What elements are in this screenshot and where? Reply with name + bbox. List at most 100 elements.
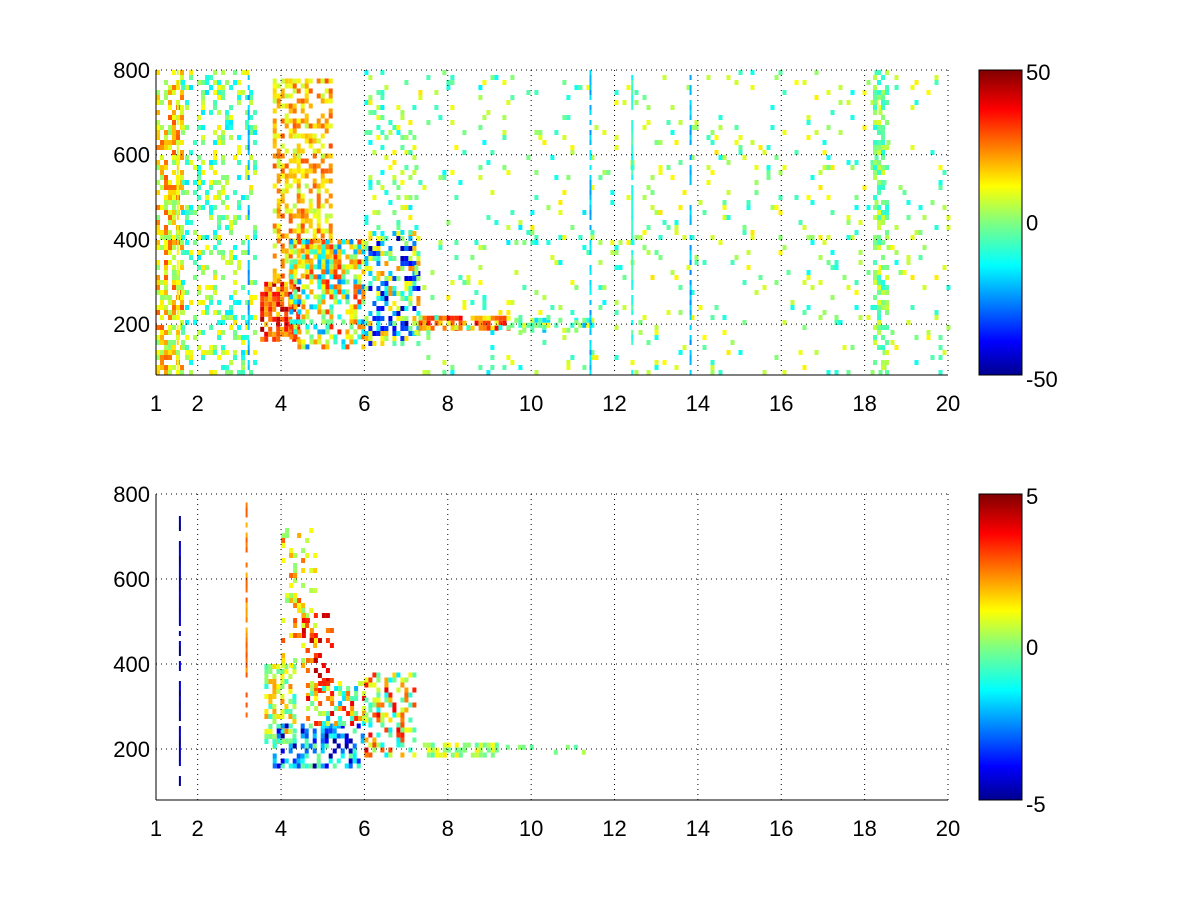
heatmap-cell	[510, 322, 515, 328]
heatmap-stripe-cell	[689, 310, 692, 315]
heatmap-cell	[478, 175, 483, 180]
heatmap-cell	[337, 264, 342, 270]
heatmap-cell	[934, 310, 939, 315]
heatmap-cell	[229, 255, 233, 260]
heatmap-cell	[388, 727, 393, 733]
heatmap-cell	[333, 274, 338, 280]
heatmap-stripe-cell	[689, 155, 692, 160]
heatmap-stripe-cell	[176, 335, 179, 340]
heatmap-stripe-cell	[247, 310, 250, 315]
heatmap-cell	[305, 329, 310, 335]
heatmap-cell	[902, 190, 907, 195]
heatmap-cell	[156, 275, 160, 280]
heatmap-cell	[180, 185, 184, 190]
heatmap-cell	[312, 213, 317, 219]
heatmap-cell	[326, 681, 331, 686]
heatmap-cell	[434, 90, 439, 95]
heatmap-stripe-cell	[689, 180, 692, 185]
heatmap-cell	[272, 98, 277, 104]
heatmap-cell	[337, 274, 342, 280]
heatmap-cell	[873, 215, 877, 220]
heatmap-cell	[754, 165, 759, 170]
heatmap-cell	[854, 230, 859, 235]
heatmap-cell	[826, 370, 831, 375]
heatmap-cell	[229, 305, 233, 310]
heatmap-cell	[566, 95, 571, 100]
heatmap-cell	[304, 138, 309, 144]
heatmap-cell	[160, 295, 164, 300]
heatmap-cell	[213, 270, 217, 275]
heatmap-cell	[168, 300, 172, 305]
heatmap-cell	[189, 160, 193, 165]
heatmap-cell	[478, 125, 483, 130]
heatmap-cell	[325, 628, 330, 633]
heatmap-cell	[320, 733, 325, 739]
heatmap-cell	[400, 266, 405, 271]
heatmap-cell	[237, 215, 241, 220]
heatmap-cell	[873, 75, 877, 80]
heatmap-stripe-cell	[176, 265, 179, 270]
heatmap-cell	[280, 93, 285, 99]
heatmap-cell	[750, 70, 755, 75]
heatmap-cell	[164, 90, 168, 95]
heatmap-cell	[376, 246, 381, 251]
heatmap-cell	[602, 285, 607, 290]
heatmap-cell	[372, 316, 377, 321]
heatmap-cell	[734, 125, 739, 130]
heatmap-cell	[356, 758, 361, 764]
heatmap-cell	[344, 733, 349, 739]
heatmap-cell	[324, 738, 329, 744]
heatmap-cell	[380, 95, 385, 100]
heatmap-stripe-cell	[247, 290, 250, 295]
heatmap-cell	[201, 135, 205, 140]
heatmap-stripe-cell	[247, 275, 250, 280]
heatmap-cell	[396, 722, 401, 728]
heatmap-cell	[272, 664, 277, 669]
heatmap-stripe-cell	[247, 360, 250, 365]
heatmap-cell	[209, 250, 213, 255]
heatmap-cell	[380, 722, 385, 728]
heatmap-cell	[450, 80, 455, 85]
heatmap-cell	[213, 230, 217, 235]
heatmap-cell	[380, 291, 385, 296]
heatmap-cell	[750, 230, 755, 235]
heatmap-cell	[300, 733, 305, 739]
heatmap-stripe-cell	[589, 330, 592, 335]
heatmap-cell	[490, 355, 495, 360]
heatmap-cell	[325, 279, 330, 285]
heatmap-cell	[326, 711, 331, 716]
heatmap-cell	[300, 758, 305, 764]
heatmap-cell	[156, 340, 160, 345]
heatmap-cell	[172, 160, 176, 165]
heatmap-cell	[873, 120, 877, 125]
heatmap-cell	[217, 80, 221, 85]
heatmap-cell	[329, 244, 334, 250]
heatmap-stripe-cell	[176, 370, 179, 375]
heatmap-cell	[172, 275, 176, 280]
heatmap-stripe-cell	[245, 692, 248, 698]
heatmap-stripe-cell	[176, 365, 179, 370]
heatmap-cell	[400, 230, 405, 235]
heatmap-cell	[412, 276, 417, 281]
heatmap-stripe-cell	[631, 80, 634, 85]
heatmap-cell	[316, 118, 321, 124]
heatmap-cell	[249, 90, 253, 95]
heatmap-cell	[866, 315, 871, 320]
heatmap-cell	[296, 188, 301, 194]
heatmap-cell	[325, 344, 330, 350]
heatmap-cell	[193, 315, 197, 320]
heatmap-stripe-cell	[176, 250, 179, 255]
heatmap-cell	[164, 210, 168, 215]
heatmap-cell	[834, 260, 839, 265]
heatmap-cell	[482, 80, 487, 85]
heatmap-cell	[340, 748, 345, 754]
heatmap-cell	[438, 315, 443, 321]
heatmap-cell	[746, 200, 751, 205]
heatmap-stripe-cell	[689, 305, 692, 310]
heatmap-stripe-cell	[589, 215, 592, 220]
heatmap-stripe-cell	[589, 250, 592, 255]
heatmap-cell	[846, 215, 851, 220]
heatmap-cell	[388, 251, 393, 256]
heatmap-cell	[877, 165, 881, 170]
heatmap-cell	[404, 296, 409, 301]
